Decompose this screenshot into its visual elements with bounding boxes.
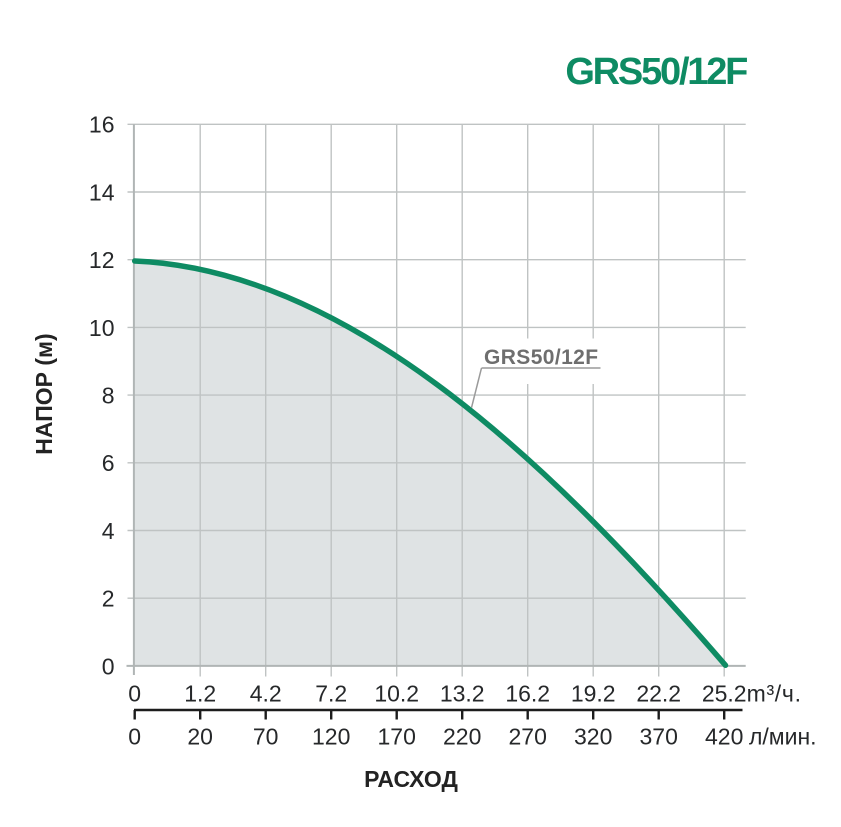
svg-text:270: 270 (509, 723, 547, 749)
svg-text:2: 2 (102, 586, 115, 612)
svg-text:14: 14 (89, 179, 115, 205)
svg-text:4.2: 4.2 (250, 680, 282, 706)
svg-text:1.2: 1.2 (184, 680, 216, 706)
svg-text:GRS50/12F: GRS50/12F (484, 346, 599, 369)
svg-text:7.2: 7.2 (315, 680, 347, 706)
svg-text:л/мин.: л/мин. (749, 723, 817, 749)
svg-text:220: 220 (443, 723, 481, 749)
svg-text:m³/ч.: m³/ч. (747, 680, 802, 706)
svg-text:0: 0 (128, 680, 141, 706)
svg-text:РАСХОД: РАСХОД (364, 766, 458, 792)
svg-text:320: 320 (574, 723, 612, 749)
svg-text:420: 420 (705, 723, 743, 749)
svg-text:13.2: 13.2 (440, 680, 485, 706)
svg-text:16.2: 16.2 (505, 680, 550, 706)
svg-text:8: 8 (102, 383, 115, 409)
svg-text:19.2: 19.2 (571, 680, 616, 706)
svg-text:22.2: 22.2 (636, 680, 681, 706)
svg-text:170: 170 (378, 723, 416, 749)
svg-text:120: 120 (312, 723, 350, 749)
svg-text:10: 10 (89, 315, 115, 341)
svg-text:6: 6 (102, 450, 115, 476)
svg-text:25.2: 25.2 (702, 680, 747, 706)
svg-text:0: 0 (102, 653, 115, 679)
svg-text:70: 70 (253, 723, 279, 749)
svg-text:НАПОР (м): НАПОР (м) (31, 333, 57, 454)
svg-text:GRS50/12F: GRS50/12F (565, 51, 747, 93)
svg-text:0: 0 (128, 723, 141, 749)
svg-text:12: 12 (89, 247, 115, 273)
svg-text:20: 20 (187, 723, 213, 749)
svg-text:10.2: 10.2 (374, 680, 419, 706)
svg-text:370: 370 (640, 723, 678, 749)
svg-text:16: 16 (89, 112, 115, 138)
svg-text:4: 4 (102, 518, 115, 544)
